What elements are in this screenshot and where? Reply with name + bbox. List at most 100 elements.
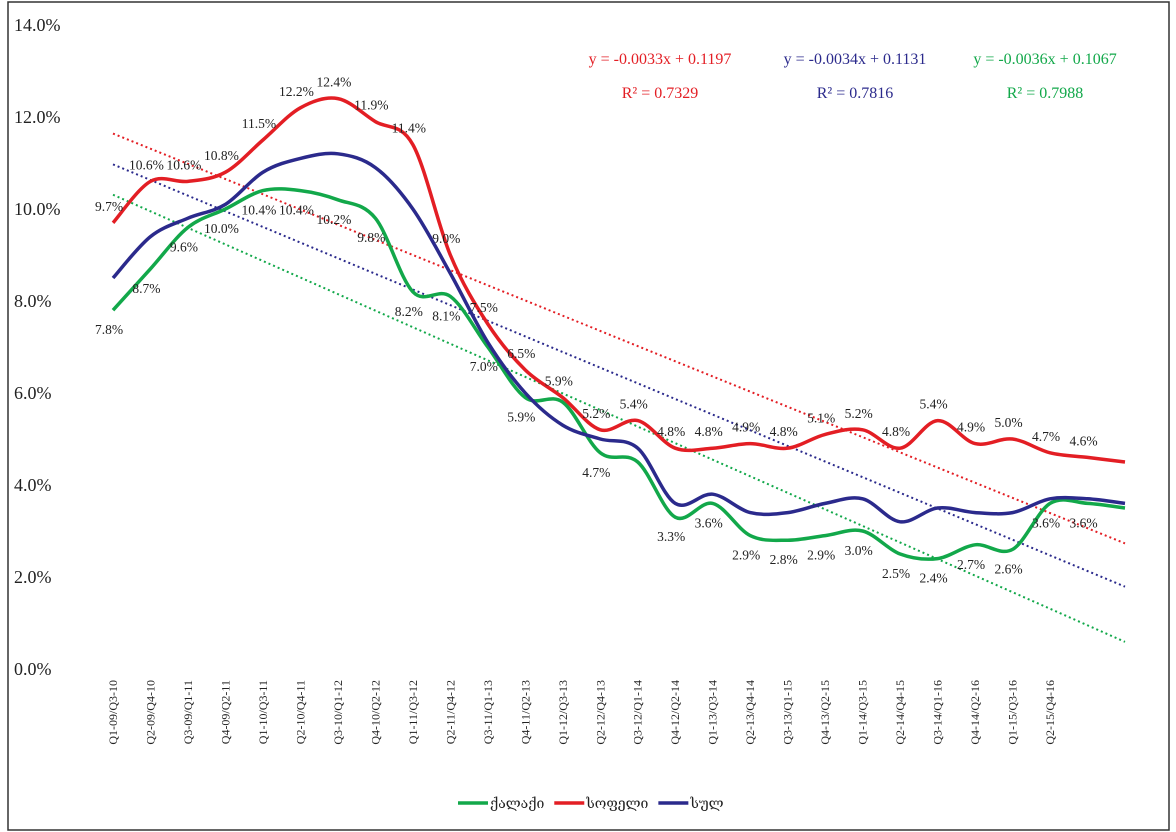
data-label: 10.6% [129,157,164,172]
data-label: 4.7% [1032,429,1060,444]
data-label: 4.8% [657,424,685,439]
legend-label: სულ [689,795,723,812]
data-label: 2.8% [770,552,798,567]
legend-label: ქალაქი [490,795,544,812]
trend-equation: y = -0.0034x + 0.1131 [784,51,927,68]
x-tick-label: Q2-10/Q4-11 [293,680,307,744]
x-tick-label: Q1-12/Q3-13 [556,680,570,745]
x-tick-label: Q1-11/Q3-12 [406,680,420,744]
y-tick-label: 12.0% [14,107,61,127]
x-tick-label: Q2-15/Q4-16 [1043,680,1057,745]
data-label: 3.3% [657,529,685,544]
x-tick-label: Q2-12/Q4-13 [593,680,607,745]
y-tick-label: 8.0% [14,291,52,311]
x-tick-label: Q4-12/Q2-14 [668,680,682,745]
legend-label: სოფელი [585,795,648,812]
data-label: 8.2% [395,304,423,319]
data-label: 7.0% [470,359,498,374]
data-label: 9.8% [357,230,385,245]
data-label: 4.8% [882,424,910,439]
data-label: 4.7% [582,465,610,480]
data-label: 4.8% [770,424,798,439]
series-line [111,187,1126,561]
y-tick-label: 2.0% [14,567,52,587]
data-label: 5.4% [620,397,648,412]
data-label: 9.6% [170,239,198,254]
data-label: 3.0% [845,543,873,558]
y-tick-label: 14.0% [14,15,61,35]
data-label: 11.5% [242,116,276,131]
data-label: 10.0% [204,221,239,236]
x-tick-label: Q1-10/Q3-11 [256,680,270,744]
data-label: 11.4% [392,121,426,136]
series-line [111,96,1126,464]
data-label: 2.7% [957,557,985,572]
x-tick-label: Q1-13/Q3-14 [706,680,720,745]
trend-equation: y = -0.0033x + 0.1197 [589,51,732,68]
data-label: 5.9% [545,374,573,389]
x-tick-label: Q4-10/Q2-12 [368,680,382,745]
x-tick-label: Q3-09/Q1-11 [181,680,195,744]
data-label: 12.4% [316,75,351,90]
data-label: 7.5% [470,300,498,315]
data-label: 2.4% [920,571,948,586]
data-label: 11.9% [354,98,388,113]
x-tick-label: Q1-14/Q3-15 [856,680,870,745]
y-tick-label: 6.0% [14,383,52,403]
x-tick-label: Q2-14/Q4-15 [893,680,907,745]
y-tick-label: 10.0% [14,199,61,219]
x-tick-label: Q3-10/Q1-12 [331,680,345,745]
data-label: 4.9% [732,420,760,435]
x-tick-label: Q3-13/Q1-15 [781,680,795,745]
data-label: 12.2% [279,84,314,99]
data-label: 3.6% [1069,515,1097,530]
data-label: 2.6% [994,561,1022,576]
data-label: 10.4% [279,203,314,218]
trend-r2: R² = 0.7329 [622,85,699,102]
data-label: 5.2% [582,406,610,421]
data-label: 5.9% [507,410,535,425]
data-label: 5.1% [807,410,835,425]
series-line [111,151,1126,524]
x-tick-label: Q2-09/Q4-10 [143,680,157,745]
x-tick-label: Q3-14/Q1-16 [931,680,945,745]
data-label: 6.5% [507,346,535,361]
trend-r2: R² = 0.7816 [817,85,894,102]
data-label: 10.4% [241,203,276,218]
x-tick-label: Q3-11/Q1-13 [481,680,495,744]
x-tick-label: Q4-14/Q2-16 [968,680,982,745]
data-label: 4.8% [695,424,723,439]
data-label: 3.6% [1032,515,1060,530]
data-label: 4.6% [1069,433,1097,448]
x-tick-label: Q2-13/Q4-14 [743,680,757,745]
data-label: 2.9% [732,548,760,563]
data-label: 3.6% [695,515,723,530]
data-label: 5.2% [845,406,873,421]
frame [7,1,1170,831]
data-label: 7.8% [95,322,123,337]
trend-equation: y = -0.0036x + 0.1067 [973,51,1116,68]
data-label: 10.2% [316,212,351,227]
x-tick-label: Q1-09/Q3-10 [106,680,120,745]
data-label: 10.6% [167,157,202,172]
x-tick-label: Q3-12/Q1-14 [631,680,645,745]
trendline [112,193,1126,643]
trend-r2: R² = 0.7988 [1007,85,1084,102]
data-label: 5.4% [920,397,948,412]
data-label: 9.0% [432,231,460,246]
data-label: 4.9% [957,420,985,435]
data-label: 8.7% [132,281,160,296]
data-label: 8.1% [432,308,460,323]
data-label: 5.0% [994,415,1022,430]
x-tick-label: Q4-09/Q2-11 [218,680,232,744]
x-tick-label: Q4-13/Q2-15 [818,680,832,745]
data-label: 2.9% [807,548,835,563]
x-tick-label: Q1-15/Q3-16 [1006,680,1020,745]
data-label: 2.5% [882,566,910,581]
y-tick-label: 4.0% [14,475,52,495]
x-tick-label: Q4-11/Q2-13 [518,680,532,744]
trendline [112,132,1126,545]
data-label: 10.8% [204,148,239,163]
x-tick-label: Q2-11/Q4-12 [443,680,457,744]
